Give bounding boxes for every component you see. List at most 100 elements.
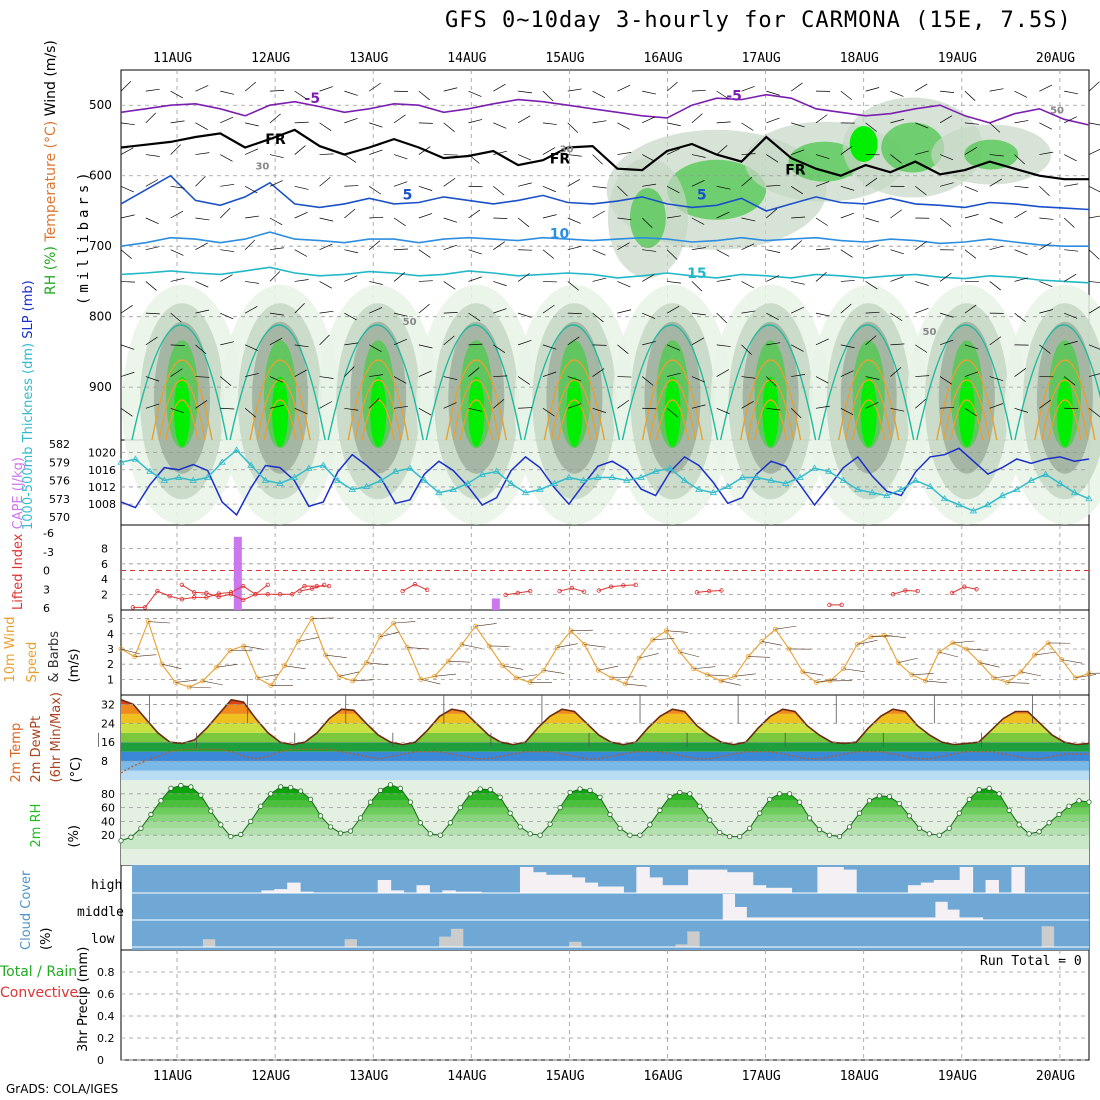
wind-barb <box>120 281 135 283</box>
wind-barb <box>840 185 855 191</box>
cloud-bar <box>569 941 582 947</box>
wind-barb <box>195 85 209 92</box>
wind-barb <box>964 147 978 155</box>
wind-barb <box>294 145 306 155</box>
rh-axis-label: (%) <box>67 825 82 848</box>
thickness-marker <box>594 473 602 480</box>
rh-marker <box>1006 807 1012 813</box>
wind-barb <box>716 312 728 324</box>
wind-barb <box>890 367 902 377</box>
cloud-bar <box>746 917 759 920</box>
wind-speed-marker <box>295 638 301 644</box>
wind-barb <box>542 185 556 193</box>
wind-barb <box>1064 249 1079 252</box>
wind-speed-marker <box>595 667 601 673</box>
wind-barb <box>145 217 159 225</box>
temperature-contour-20 <box>818 324 915 441</box>
wind-barb <box>145 312 160 315</box>
wind-barb <box>319 122 332 131</box>
wind-barb <box>493 344 506 353</box>
date-label-bottom: 17AUG <box>742 1069 781 1084</box>
wind-barb <box>369 344 382 352</box>
wind-barb <box>667 281 681 284</box>
wind-barb <box>989 154 1004 157</box>
wind-barb <box>815 248 830 251</box>
date-label-bottom: 16AUG <box>644 1069 683 1084</box>
wind-barb <box>666 122 681 127</box>
wind-barb <box>890 154 902 164</box>
temp-axis-label: (6hr Min/Max) <box>49 692 64 782</box>
cloud-bar <box>985 880 999 893</box>
wind-barb <box>964 344 979 350</box>
wind-barb <box>791 122 805 128</box>
lifted-index-marker <box>527 588 533 594</box>
rh-marker <box>866 798 873 804</box>
rh-marker <box>198 792 204 798</box>
contour-label: 50 <box>403 317 417 328</box>
wind-barb <box>269 90 284 92</box>
wind-barb <box>294 211 308 219</box>
wind-barb <box>716 145 728 155</box>
wind-barb <box>1014 407 1029 413</box>
thickness-marker <box>984 501 992 508</box>
rh-marker <box>238 831 244 838</box>
wind-barb <box>1063 217 1075 228</box>
wind-barb <box>368 240 381 250</box>
wind-barb <box>443 376 458 381</box>
thickness-marker <box>969 507 978 514</box>
cloud-bar <box>662 885 676 893</box>
rh-marker <box>796 799 803 805</box>
wind-barb <box>939 182 954 187</box>
rh-marker <box>777 791 783 797</box>
wind-barb <box>766 312 779 321</box>
wind-barb-10m <box>611 676 634 679</box>
wind-barb-10m <box>584 644 606 648</box>
wind-barb <box>1014 154 1026 165</box>
rh-marker <box>986 785 992 791</box>
wind-barb <box>294 90 307 100</box>
rh-marker <box>787 791 793 797</box>
wind-barb <box>865 311 880 314</box>
rh-marker <box>906 813 912 819</box>
rh-tick-label: 60 <box>101 802 115 815</box>
wind-barb <box>766 249 781 253</box>
wind-barb <box>1039 151 1054 155</box>
wind-barb-10m <box>666 630 689 633</box>
rh-marker <box>337 830 344 836</box>
wind-barb <box>1014 249 1028 256</box>
rh-marker <box>308 796 314 802</box>
lifted-axis-label: Lifted Index CAPE (J/kg) <box>11 457 26 610</box>
rh-band <box>121 807 1089 815</box>
wind-barb <box>518 90 533 94</box>
wind-barb-10m <box>1061 659 1083 664</box>
wind-barb <box>319 217 334 222</box>
wind-barb-10m <box>434 673 457 677</box>
wind-barb <box>468 154 480 164</box>
wind-barb-10m <box>843 668 865 672</box>
cloud-bar <box>959 917 972 920</box>
slp-tick-label: 1020 <box>88 447 116 460</box>
wind-barb <box>666 249 678 260</box>
rh-shading <box>370 376 387 447</box>
thickness-marker <box>998 491 1007 499</box>
wind-barb <box>642 154 655 162</box>
cloud-bar <box>344 939 357 947</box>
wind-barb <box>815 181 830 187</box>
cloud-tick-label: low <box>91 932 115 947</box>
panel-frame <box>120 949 1090 1061</box>
temp-axis-label: 2m Temp <box>9 723 24 783</box>
thickness-marker <box>752 473 761 480</box>
wind-barb <box>244 344 259 351</box>
cloud-bar <box>390 890 405 893</box>
wind-barb-10m <box>775 625 797 630</box>
contour-label: -5 <box>726 88 742 104</box>
wind-barb <box>418 249 431 258</box>
wind-barb <box>939 272 952 282</box>
rh-shading <box>629 188 666 248</box>
wind-barb <box>1039 281 1053 287</box>
lifted-index-line <box>299 584 325 592</box>
wind-barb <box>145 179 159 187</box>
wind-barb <box>220 407 235 410</box>
wind-barb <box>1064 312 1078 319</box>
cloud-bar <box>899 917 913 920</box>
